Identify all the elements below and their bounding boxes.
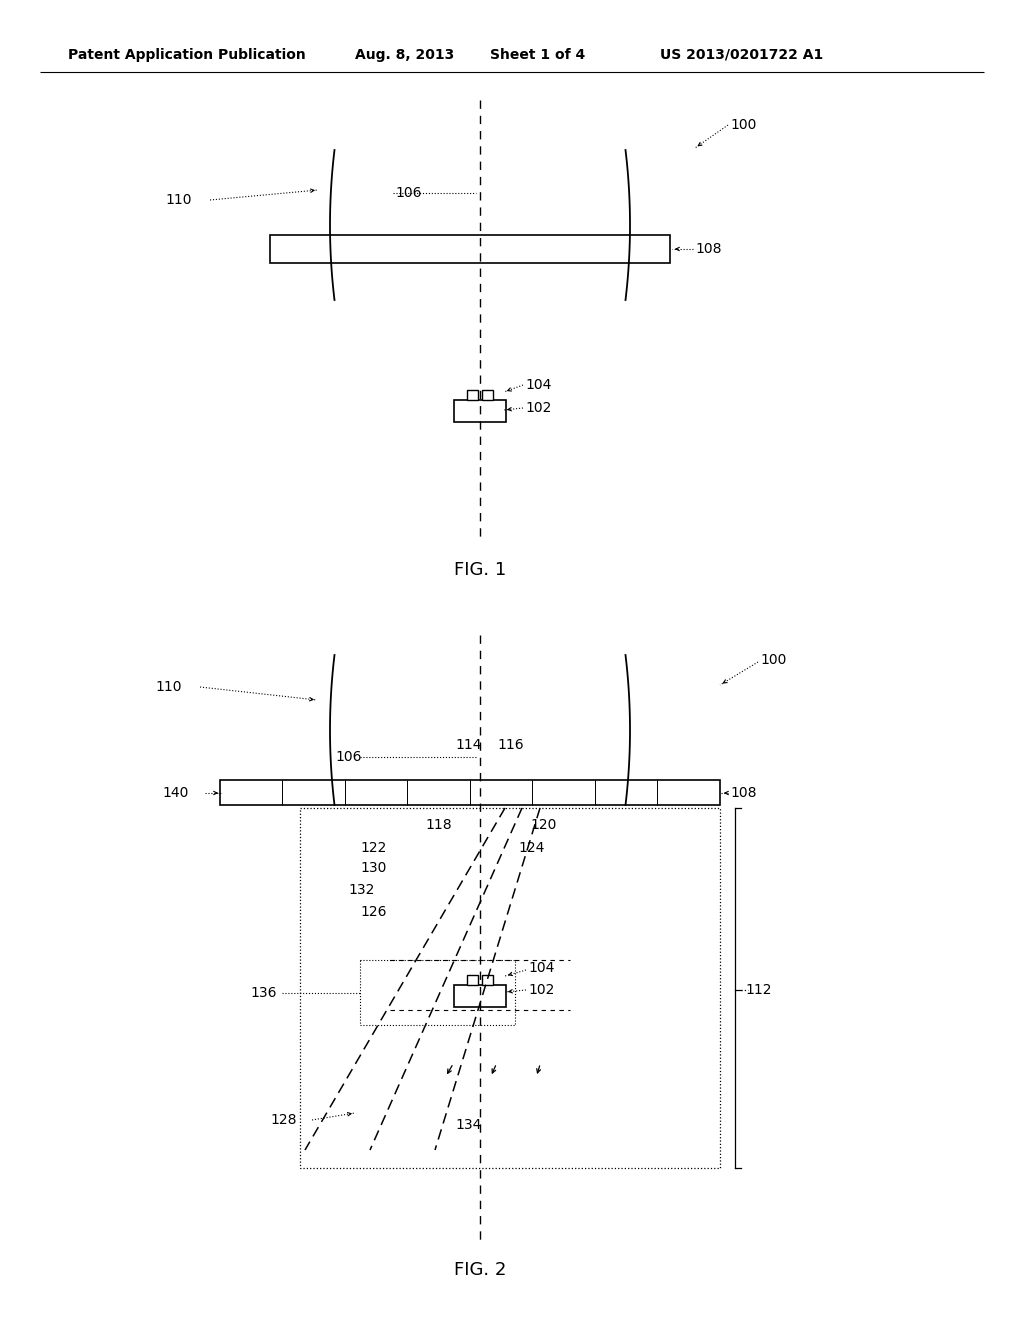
Text: 100: 100	[730, 117, 757, 132]
Text: Patent Application Publication: Patent Application Publication	[68, 48, 306, 62]
Text: 114: 114	[455, 738, 481, 752]
Bar	[467, 975, 478, 985]
Text: 106: 106	[335, 750, 361, 764]
Text: 136: 136	[250, 986, 276, 1001]
Bar	[467, 389, 478, 400]
Text: US 2013/0201722 A1: US 2013/0201722 A1	[660, 48, 823, 62]
Bar	[482, 975, 493, 985]
Text: 118: 118	[425, 818, 452, 832]
Text: 134: 134	[455, 1118, 481, 1133]
Text: 112: 112	[745, 983, 771, 997]
Text: 130: 130	[360, 861, 386, 875]
Bar	[270, 235, 670, 263]
Text: 108: 108	[730, 785, 757, 800]
Text: 100: 100	[760, 653, 786, 667]
Text: 116: 116	[497, 738, 523, 752]
Bar	[220, 780, 720, 805]
Text: 122: 122	[360, 841, 386, 855]
Text: 124: 124	[518, 841, 545, 855]
Bar	[300, 808, 720, 1168]
Text: 120: 120	[530, 818, 556, 832]
Text: 110: 110	[165, 193, 191, 207]
Bar	[454, 985, 506, 1007]
Bar	[482, 389, 493, 400]
Text: Aug. 8, 2013: Aug. 8, 2013	[355, 48, 455, 62]
Text: 102: 102	[528, 983, 554, 997]
Bar	[454, 400, 506, 422]
Text: 126: 126	[360, 906, 386, 919]
Bar	[360, 960, 515, 1026]
Text: 104: 104	[528, 961, 554, 975]
Text: 102: 102	[525, 401, 551, 414]
Text: 128: 128	[270, 1113, 297, 1127]
Text: 106: 106	[395, 186, 422, 201]
Text: 110: 110	[155, 680, 181, 694]
Text: 108: 108	[695, 242, 722, 256]
Text: 140: 140	[162, 785, 188, 800]
Text: 132: 132	[348, 883, 375, 898]
Text: 104: 104	[525, 378, 551, 392]
Text: FIG. 2: FIG. 2	[454, 1261, 506, 1279]
Text: Sheet 1 of 4: Sheet 1 of 4	[490, 48, 586, 62]
Text: FIG. 1: FIG. 1	[454, 561, 506, 579]
